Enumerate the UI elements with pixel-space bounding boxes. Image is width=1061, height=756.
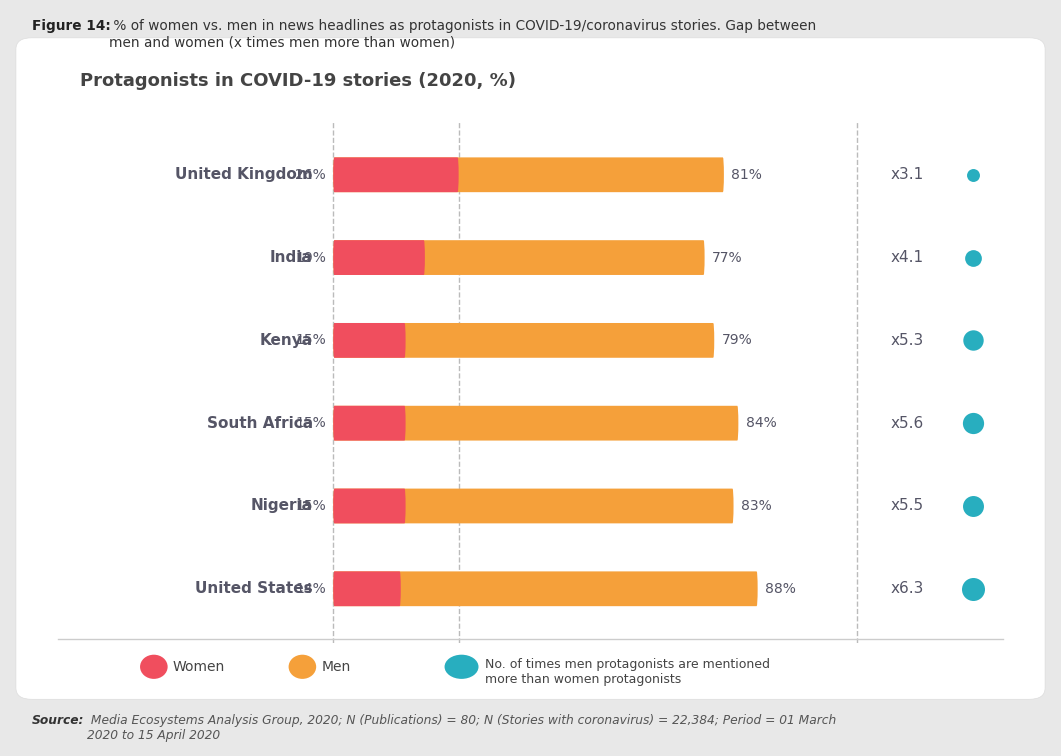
Text: United States: United States	[195, 581, 313, 596]
Text: 15%: 15%	[295, 417, 326, 430]
Text: x5.5: x5.5	[890, 498, 923, 513]
FancyBboxPatch shape	[333, 157, 724, 192]
FancyBboxPatch shape	[333, 157, 458, 192]
Text: x6.3: x6.3	[890, 581, 924, 596]
Text: Source:: Source:	[32, 714, 84, 727]
Text: Kenya: Kenya	[260, 333, 313, 348]
Text: Figure 14:: Figure 14:	[32, 19, 110, 33]
Text: 88%: 88%	[765, 582, 796, 596]
Text: Men: Men	[321, 660, 351, 674]
Text: 81%: 81%	[731, 168, 762, 181]
Text: No. of times men protagonists are mentioned
more than women protagonists: No. of times men protagonists are mentio…	[485, 658, 770, 686]
FancyBboxPatch shape	[333, 323, 405, 358]
Text: x3.1: x3.1	[890, 167, 923, 182]
FancyBboxPatch shape	[333, 240, 705, 275]
Text: 83%: 83%	[741, 499, 771, 513]
Text: 15%: 15%	[295, 499, 326, 513]
Text: x5.3: x5.3	[890, 333, 923, 348]
FancyBboxPatch shape	[333, 240, 424, 275]
Text: India: India	[271, 250, 313, 265]
Text: % of women vs. men in news headlines as protagonists in COVID-19/coronavirus sto: % of women vs. men in news headlines as …	[109, 19, 817, 49]
Text: 79%: 79%	[721, 333, 752, 347]
Text: x5.6: x5.6	[890, 416, 923, 431]
Text: Protagonists in COVID-19 stories (2020, %): Protagonists in COVID-19 stories (2020, …	[80, 72, 516, 90]
FancyBboxPatch shape	[333, 406, 738, 441]
Text: 84%: 84%	[746, 417, 777, 430]
FancyBboxPatch shape	[333, 488, 405, 523]
Text: 26%: 26%	[295, 168, 326, 181]
Text: Media Ecosystems Analysis Group, 2020; N (Publications) = 80; N (Stories with co: Media Ecosystems Analysis Group, 2020; N…	[87, 714, 836, 742]
Text: 77%: 77%	[712, 250, 743, 265]
Text: United Kingdom: United Kingdom	[175, 167, 313, 182]
FancyBboxPatch shape	[333, 572, 758, 606]
Text: Nigeria: Nigeria	[250, 498, 313, 513]
Text: Women: Women	[173, 660, 225, 674]
FancyBboxPatch shape	[333, 323, 714, 358]
FancyBboxPatch shape	[333, 406, 405, 441]
Text: 15%: 15%	[295, 333, 326, 347]
FancyBboxPatch shape	[333, 572, 401, 606]
Text: x4.1: x4.1	[890, 250, 923, 265]
Text: 19%: 19%	[295, 250, 326, 265]
FancyBboxPatch shape	[333, 488, 733, 523]
Text: South Africa: South Africa	[207, 416, 313, 431]
Text: 14%: 14%	[295, 582, 326, 596]
